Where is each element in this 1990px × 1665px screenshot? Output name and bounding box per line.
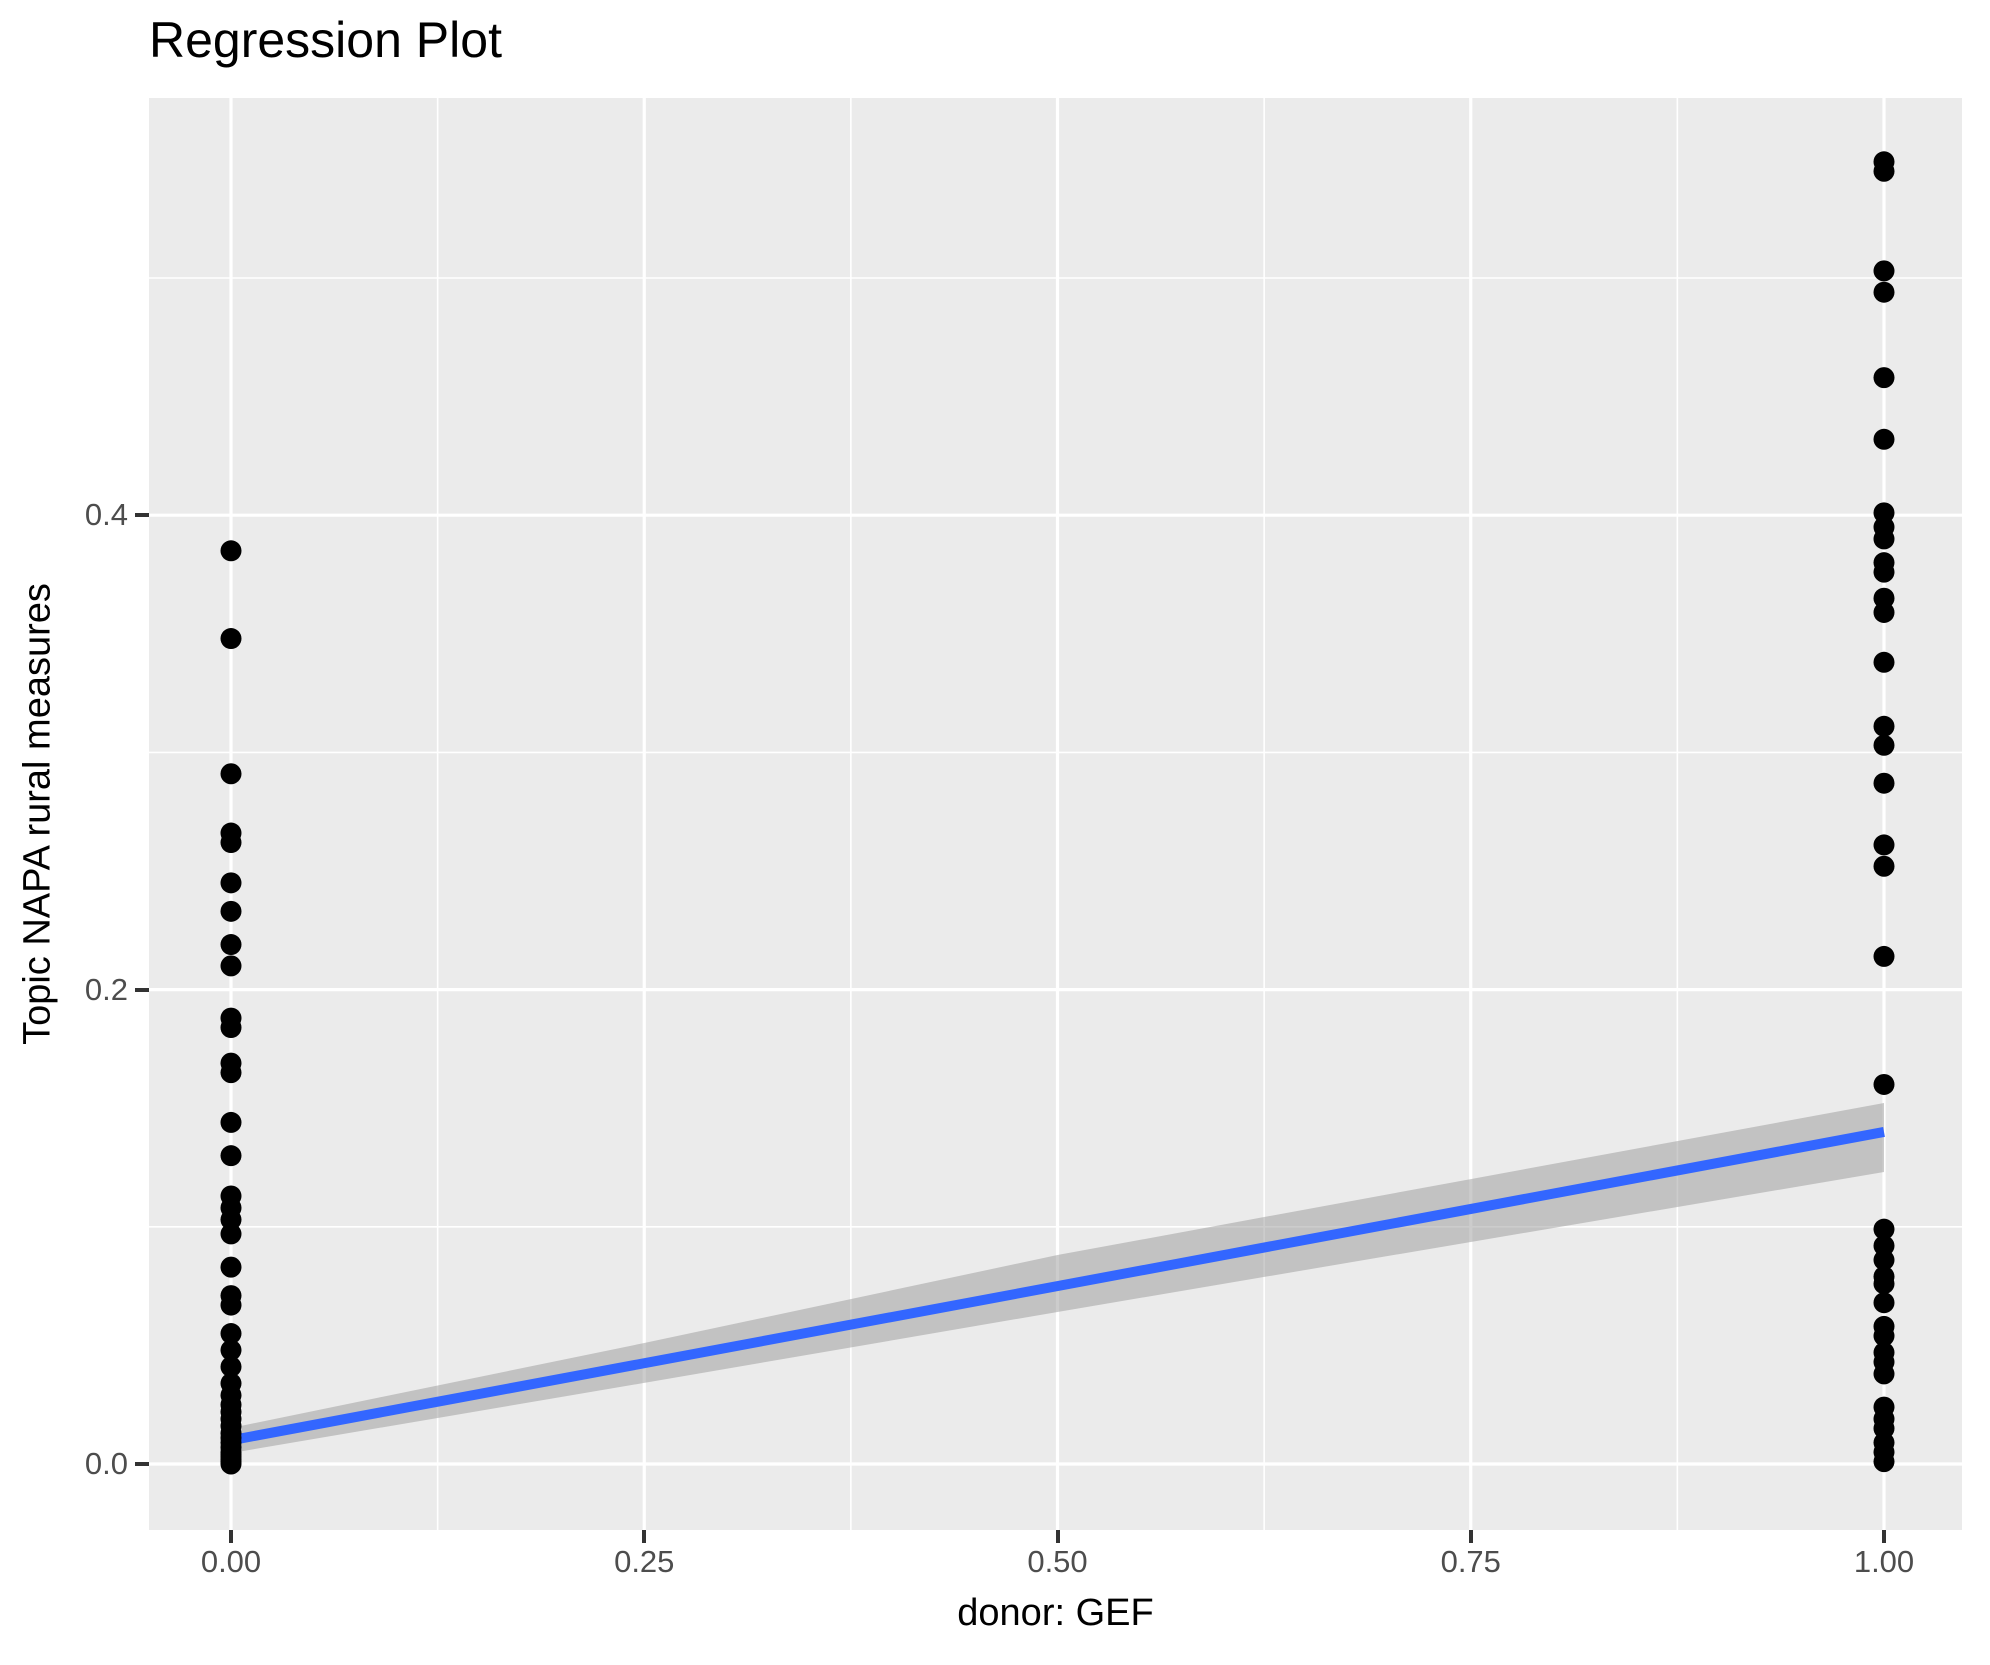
data-point	[220, 1294, 242, 1316]
data-point	[220, 1017, 242, 1039]
data-point	[1873, 367, 1895, 389]
data-point	[1873, 160, 1895, 182]
data-point	[220, 1111, 242, 1133]
data-point	[220, 763, 242, 785]
x-tick-mark	[642, 1530, 647, 1543]
data-point	[1873, 855, 1895, 877]
data-point	[1873, 715, 1895, 737]
y-tick-label: 0.0	[84, 1446, 128, 1481]
data-point	[220, 540, 242, 562]
data-point	[220, 1256, 242, 1278]
y-tick-mark	[135, 1462, 149, 1466]
data-point	[1873, 1451, 1895, 1473]
data-point	[1873, 651, 1895, 673]
x-tick-label: 0.00	[200, 1544, 262, 1579]
regression-line	[230, 1127, 1885, 1446]
y-tick-label: 0.2	[84, 971, 128, 1007]
y-tick-mark	[135, 987, 149, 992]
data-point	[1873, 945, 1895, 967]
data-point	[1873, 772, 1895, 794]
data-point	[1873, 1273, 1895, 1295]
x-axis-title: donor: GEF	[957, 1592, 1154, 1634]
data-point	[220, 955, 242, 977]
chart-canvas	[149, 98, 1962, 1530]
data-point	[1873, 1325, 1895, 1347]
data-point	[1873, 601, 1895, 623]
data-point	[220, 872, 242, 894]
y-axis-title: Topic NAPA rural measures	[16, 583, 59, 1045]
x-tick-label: 0.50	[1027, 1544, 1088, 1579]
data-point	[220, 900, 242, 922]
data-point	[1873, 1073, 1895, 1095]
data-point	[1873, 1292, 1895, 1314]
data-point	[220, 832, 242, 854]
x-tick-label: 0.75	[1440, 1544, 1501, 1579]
data-point	[220, 1062, 242, 1084]
x-tick-mark	[1882, 1530, 1886, 1543]
plot-panel	[149, 98, 1962, 1530]
x-tick-label: 0.25	[614, 1544, 675, 1579]
data-point	[1873, 428, 1895, 450]
data-point	[220, 1223, 242, 1245]
data-point	[220, 1323, 242, 1345]
y-tick-label: 0.4	[84, 497, 128, 533]
x-tick-mark	[1055, 1530, 1060, 1543]
data-point	[1873, 561, 1895, 583]
data-point	[1873, 734, 1895, 756]
plot-title: Regression Plot	[149, 12, 502, 68]
data-point	[220, 1339, 242, 1361]
data-point	[1873, 1249, 1895, 1271]
data-point	[1873, 260, 1895, 282]
data-point	[220, 934, 242, 956]
data-point	[220, 628, 242, 650]
data-point	[1873, 1218, 1895, 1240]
data-point	[1873, 528, 1895, 550]
x-tick-label: 1.00	[1853, 1544, 1915, 1579]
data-point	[220, 1453, 242, 1475]
data-point	[220, 1145, 242, 1167]
y-tick-mark	[135, 513, 149, 518]
x-tick-mark	[1468, 1530, 1473, 1543]
x-tick-mark	[229, 1530, 233, 1543]
data-point	[1873, 1363, 1895, 1385]
data-point	[220, 1356, 242, 1378]
data-point	[1873, 281, 1895, 303]
data-point	[1873, 834, 1895, 856]
